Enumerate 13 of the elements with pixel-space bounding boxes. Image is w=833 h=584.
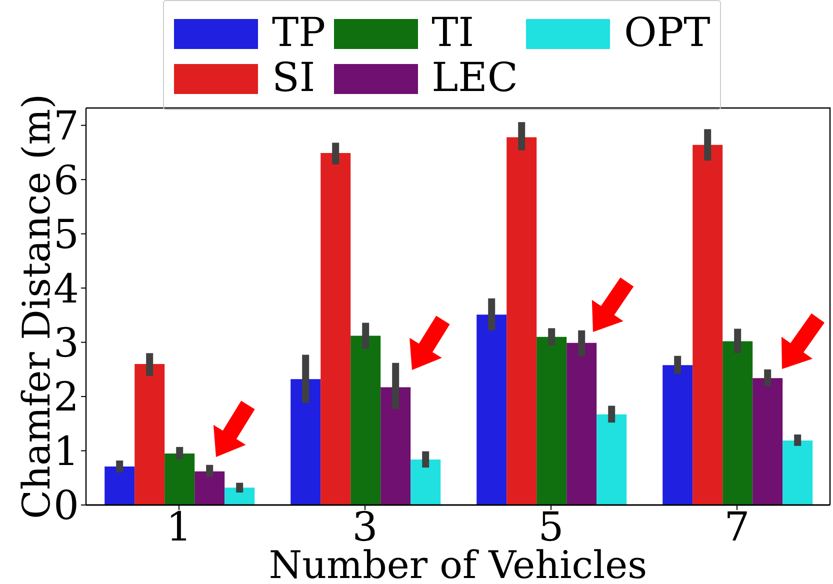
y-tick-label: 5 — [54, 212, 79, 258]
legend-label: TI — [432, 10, 474, 56]
x-tick-label: 7 — [724, 504, 750, 550]
y-tick-label: 1 — [54, 428, 79, 475]
y-tick-label: 3 — [54, 320, 79, 366]
y-tick-label: 2 — [54, 374, 79, 421]
legend-label: TP — [272, 10, 326, 56]
x-tick-label: 1 — [166, 504, 192, 550]
y-tick-label: 6 — [54, 158, 79, 204]
legend-label: SI — [272, 55, 316, 101]
legend-label: OPT — [624, 10, 710, 56]
legend-label: LEC — [432, 55, 518, 101]
y-tick-label: 0 — [54, 483, 79, 530]
